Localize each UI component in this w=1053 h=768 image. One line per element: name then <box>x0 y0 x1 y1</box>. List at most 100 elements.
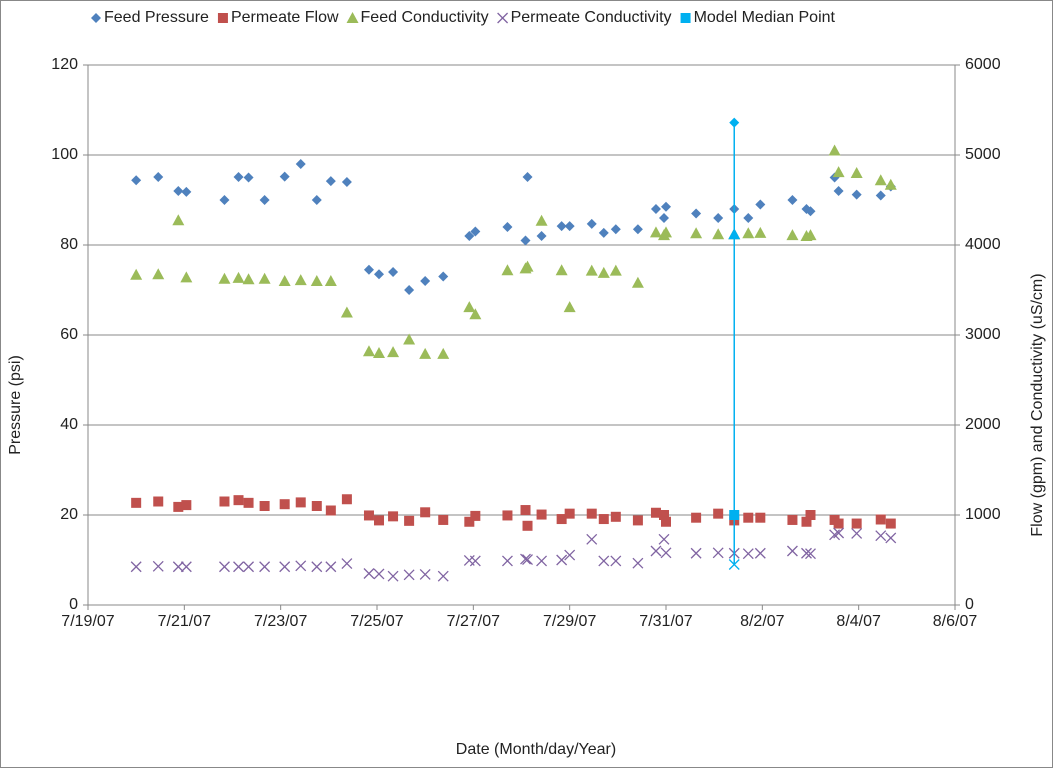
point <box>851 527 863 539</box>
legend-marker <box>680 13 691 23</box>
point <box>242 273 255 285</box>
point <box>172 214 185 226</box>
y2-tick-label: 3000 <box>965 326 1001 343</box>
point <box>278 275 291 286</box>
point <box>728 228 741 240</box>
point <box>521 260 534 272</box>
point <box>325 505 336 516</box>
point <box>728 559 740 570</box>
point <box>173 501 184 512</box>
point <box>363 568 375 579</box>
point <box>259 561 271 573</box>
point <box>754 547 766 559</box>
point <box>609 264 622 276</box>
point <box>536 509 547 520</box>
x-tick-label: 7/21/07 <box>158 613 211 630</box>
point <box>310 275 323 286</box>
point <box>259 501 270 511</box>
point <box>755 199 766 210</box>
y-tick-label: 60 <box>60 326 78 343</box>
point <box>180 271 193 283</box>
legend-label: Feed Pressure <box>104 9 209 26</box>
point <box>631 276 644 288</box>
point <box>219 195 230 205</box>
point <box>713 508 724 519</box>
point <box>362 345 375 357</box>
point <box>556 221 567 232</box>
point <box>219 496 230 507</box>
point <box>804 229 817 241</box>
point <box>661 201 671 212</box>
point <box>555 264 568 276</box>
point <box>598 555 610 567</box>
x-tick-label: 8/4/07 <box>836 613 881 630</box>
point <box>805 510 816 520</box>
point <box>173 186 184 196</box>
point <box>786 229 799 241</box>
point <box>713 213 724 223</box>
point <box>233 172 244 183</box>
point <box>180 561 192 573</box>
point <box>153 172 164 183</box>
point <box>243 172 254 183</box>
point <box>363 264 374 275</box>
point <box>464 516 475 527</box>
point <box>502 510 513 521</box>
point <box>690 547 702 559</box>
point <box>131 175 142 186</box>
legend-label: Model Median Point <box>694 9 836 26</box>
legend-label: Permeate Conductivity <box>511 9 672 26</box>
legend-label: Feed Conductivity <box>361 9 489 26</box>
point <box>874 174 887 186</box>
point <box>832 166 845 178</box>
point <box>388 267 399 277</box>
point <box>152 560 164 572</box>
point <box>463 301 476 313</box>
point <box>520 505 531 516</box>
legend-marker <box>346 12 359 23</box>
point <box>131 497 142 508</box>
x-tick-label: 7/25/07 <box>350 613 403 630</box>
y2-tick-label: 5000 <box>965 146 1001 163</box>
point <box>404 515 415 526</box>
point <box>470 510 481 521</box>
point <box>632 515 643 526</box>
y2-axis-title: Flow (gpm) and Conductivity (uS/cm) <box>1029 273 1046 536</box>
point <box>403 569 415 581</box>
point <box>295 497 306 508</box>
point <box>153 496 164 507</box>
point <box>469 555 481 567</box>
point <box>470 226 481 237</box>
point <box>650 204 661 214</box>
point <box>501 555 513 567</box>
point <box>632 557 644 569</box>
point <box>325 176 336 187</box>
point <box>373 568 385 580</box>
point <box>650 545 662 557</box>
point <box>438 271 449 282</box>
y-tick-label: 20 <box>60 506 78 523</box>
point <box>691 512 702 523</box>
point <box>556 554 568 566</box>
point <box>233 495 244 506</box>
point <box>610 511 621 522</box>
point <box>130 561 142 573</box>
legend: Feed Pressure Permeate Flow Feed Conductiv… <box>91 9 836 26</box>
point <box>324 275 337 286</box>
point <box>660 226 672 238</box>
point <box>833 186 844 196</box>
point <box>658 510 669 520</box>
point <box>341 558 353 570</box>
point <box>233 561 244 573</box>
point <box>340 306 353 318</box>
point <box>650 507 661 518</box>
point <box>850 167 863 178</box>
point <box>464 231 475 241</box>
legend-label: Permeate Flow <box>231 9 339 26</box>
point <box>885 518 896 529</box>
point <box>374 269 385 280</box>
point <box>828 144 841 156</box>
point <box>341 177 352 187</box>
